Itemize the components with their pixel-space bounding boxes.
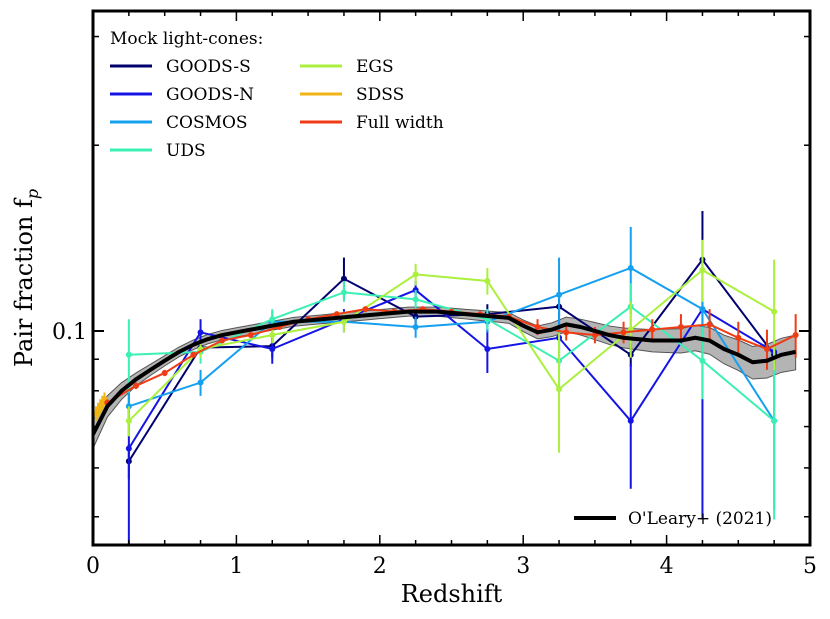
legend-title: Mock light-cones:	[110, 29, 263, 49]
data-point	[340, 289, 347, 296]
data-point	[269, 346, 276, 353]
data-point	[133, 382, 140, 389]
data-point	[412, 296, 419, 303]
reference-legend-label: O'Leary+ (2021)	[628, 509, 772, 529]
data-point	[627, 417, 634, 424]
data-point	[219, 337, 226, 344]
data-point	[412, 323, 419, 330]
data-point	[627, 264, 634, 271]
data-point	[161, 369, 168, 376]
y-tick-label: 0.1	[52, 320, 87, 345]
data-point	[763, 346, 770, 353]
series-line-egs	[128, 268, 775, 422]
x-tick-label: 2	[373, 554, 387, 579]
series-line-goods-s	[128, 257, 775, 462]
x-tick-label: 1	[229, 554, 243, 579]
data-point	[197, 329, 204, 336]
data-point	[484, 346, 491, 353]
legend-entry-full-width: Full width	[300, 113, 444, 133]
data-point	[620, 329, 627, 336]
data-point	[706, 321, 713, 328]
legend-label: EGS	[356, 57, 394, 77]
data-point	[699, 357, 706, 364]
x-axis-title: Redshift	[401, 580, 503, 608]
data-point	[556, 291, 563, 298]
data-point	[563, 329, 570, 336]
x-tick-label: 4	[660, 554, 674, 579]
reference-legend: O'Leary+ (2021)	[574, 509, 772, 529]
data-point	[269, 316, 276, 323]
data-point	[333, 311, 340, 318]
series-line-cosmos	[128, 266, 775, 422]
legend-label: GOODS-N	[166, 85, 254, 105]
data-point	[269, 332, 276, 339]
y-axis-title-main: Pair fraction f	[10, 197, 38, 367]
data-point	[591, 332, 598, 339]
axis-ticks: 0 1 2 3 4 5 0.1	[52, 11, 817, 579]
data-point	[771, 308, 778, 315]
data-point	[362, 306, 369, 313]
data-point	[649, 326, 656, 333]
data-point	[534, 323, 541, 330]
data-point	[484, 278, 491, 285]
data-point	[340, 318, 347, 325]
legend-entry-cosmos: COSMOS	[110, 113, 248, 133]
legend-entry-sdss: SDSS	[300, 85, 404, 105]
data-point	[412, 271, 419, 278]
legend-entry-goods-n: GOODS-N	[110, 85, 254, 105]
y-axis-title: Pair fraction fp	[10, 189, 42, 367]
data-point	[699, 306, 706, 313]
data-point	[792, 332, 799, 339]
legend-label: COSMOS	[166, 113, 248, 133]
data-point	[556, 386, 563, 393]
x-tick-label: 5	[803, 554, 817, 579]
series-line-goods-n	[127, 288, 775, 450]
reference-uncertainty-band	[93, 306, 797, 449]
data-point	[677, 323, 684, 330]
data-point	[190, 351, 197, 358]
plot-area	[93, 210, 799, 545]
legend-label: Full width	[356, 113, 444, 133]
series-cosmos	[125, 226, 778, 509]
x-tick-label: 3	[516, 554, 530, 579]
x-tick-label: 0	[86, 554, 100, 579]
series-sdss	[93, 392, 108, 421]
y-axis-title-subscript: p	[23, 189, 42, 199]
data-point	[125, 417, 132, 424]
legend-label: UDS	[166, 141, 206, 161]
data-point	[125, 445, 132, 452]
series-egs	[125, 239, 778, 453]
reference-line	[93, 309, 797, 436]
legend-entry-goods-s: GOODS-S	[110, 57, 251, 77]
data-point	[197, 379, 204, 386]
data-point	[247, 332, 254, 339]
data-point	[699, 267, 706, 274]
legend-label: GOODS-S	[166, 57, 251, 77]
legend-entry-egs: EGS	[300, 57, 394, 77]
legend: Mock light-cones: GOODS-S GOODS-N COSMOS UD…	[110, 29, 444, 161]
data-point	[340, 275, 347, 282]
data-point	[771, 417, 778, 424]
data-point	[125, 351, 132, 358]
data-point	[735, 334, 742, 341]
legend-entry-uds: UDS	[110, 141, 206, 161]
legend-label: SDSS	[356, 85, 404, 105]
